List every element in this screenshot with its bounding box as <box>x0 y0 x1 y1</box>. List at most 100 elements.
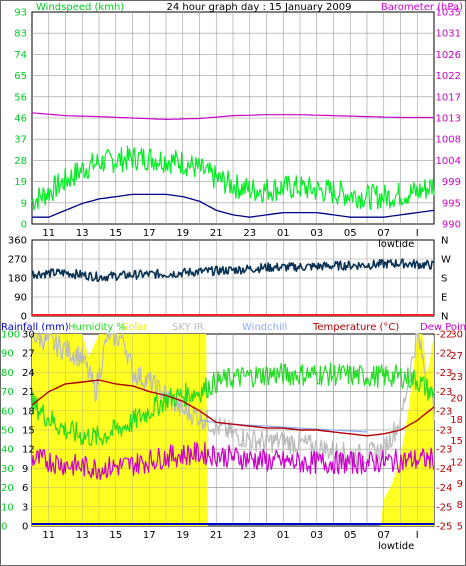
x-tick-label: 17 <box>143 228 156 239</box>
y-tick-label: 93 <box>14 8 27 19</box>
y-tick-label: 1022 <box>436 71 461 82</box>
x-tick-label: 19 <box>176 530 189 541</box>
header-center-title: 24 hour graph day : 15 January 2009 <box>167 2 352 13</box>
y-tick-label: -23 <box>436 406 452 417</box>
y-tick-label: 999 <box>442 177 461 188</box>
y-tick-label: 30 <box>450 330 463 341</box>
y-tick-label: 360 <box>8 236 27 247</box>
panel-2-left-axis: 360 270 180 90 0 <box>8 236 27 323</box>
y-tick-label: 56 <box>14 92 27 103</box>
legend-rainfall: Rainfall (mm) <box>1 322 69 333</box>
y-tick-label: 83 <box>14 29 27 40</box>
y-tick-label: -23 <box>436 426 452 437</box>
x-tick-label: 15 <box>109 530 122 541</box>
y-tick-label: 6 <box>22 483 28 494</box>
panel-3-legend: Rainfall (mm) Humidity % Solar SKY IR Wi… <box>1 322 466 333</box>
legend-dew-point: Dew Point <box>420 322 466 333</box>
y-tick-label: -25 <box>436 502 452 513</box>
legend-sky-ir: SKY IR <box>172 322 204 333</box>
y-tick-label: 995 <box>442 198 461 209</box>
x-tick-label: 21 <box>210 228 223 239</box>
y-tick-label: 21 <box>22 387 35 398</box>
series-wind-gust <box>31 145 435 211</box>
legend-solar: Solar <box>122 322 148 333</box>
y-tick-label: 10 <box>1 502 14 513</box>
x-tick-label: 07 <box>377 228 390 239</box>
y-tick-label: 1035 <box>436 8 461 19</box>
y-tick-label: W <box>441 255 451 266</box>
y-tick-label: 60 <box>1 406 14 417</box>
y-tick-label: 65 <box>14 71 27 82</box>
y-tick-label: 15 <box>22 426 35 437</box>
header: Windspeed (kmh) 24 hour graph day : 15 J… <box>36 2 463 13</box>
y-tick-label: 37 <box>14 135 27 146</box>
x-tick-label: 15 <box>109 228 122 239</box>
x-tick-label: 03 <box>310 530 323 541</box>
y-tick-label: -22 <box>436 330 452 341</box>
x-tick-label: 03 <box>310 228 323 239</box>
y-tick-label: N <box>441 312 448 323</box>
panel-3-grid-over <box>32 334 434 526</box>
x-tick-label: 13 <box>76 228 89 239</box>
y-tick-label: -23 <box>436 368 452 379</box>
x-tick-label: 23 <box>243 228 256 239</box>
x-tick-label: 05 <box>344 228 357 239</box>
x-tick-label: 13 <box>76 530 89 541</box>
series-wind-direction <box>31 258 435 282</box>
y-tick-label: N <box>441 236 448 247</box>
panel-1-hgrid <box>32 32 434 204</box>
y-tick-label: 0 <box>21 312 27 323</box>
series-wind-avg <box>32 193 435 218</box>
header-left-title: Windspeed (kmh) <box>36 2 124 13</box>
y-tick-label: -23 <box>436 445 452 456</box>
legend-windchill: Windchill <box>242 322 287 333</box>
panel-1-right-axis: 1035 1031 1026 1022 1017 1013 1008 1004 999 995 99… <box>436 8 461 231</box>
y-tick-label: 9 <box>457 479 463 490</box>
y-tick-label: 19 <box>14 177 27 188</box>
y-tick-label: 1008 <box>436 135 461 146</box>
y-tick-label: 8 <box>457 500 463 511</box>
y-tick-label: 20 <box>450 394 463 405</box>
series-barometer <box>31 112 434 120</box>
legend-humidity: Humidity % <box>68 322 126 333</box>
y-tick-label: -25 <box>436 522 452 533</box>
y-tick-label: 28 <box>14 156 27 167</box>
y-tick-label: 1026 <box>436 50 461 61</box>
x-tick-label: 01 <box>277 530 290 541</box>
y-tick-label: 40 <box>1 445 14 456</box>
series-humidity <box>31 362 435 447</box>
y-tick-label: 990 <box>442 220 461 231</box>
y-tick-label: 23 <box>450 372 463 383</box>
y-tick-label: 80 <box>1 368 14 379</box>
y-tick-label: 30 <box>22 330 35 341</box>
y-tick-label: 20 <box>1 483 14 494</box>
y-tick-label: 1031 <box>436 29 461 40</box>
y-tick-label: 90 <box>14 293 27 304</box>
y-tick-label: 30 <box>1 464 14 475</box>
y-tick-label: -22 <box>436 349 452 360</box>
y-tick-label: 18 <box>450 415 463 426</box>
y-tick-label: 70 <box>1 387 14 398</box>
y-tick-label: 90 <box>1 349 14 360</box>
y-tick-label: -24 <box>436 464 452 475</box>
y-tick-label: 18 <box>22 406 35 417</box>
y-tick-label: 180 <box>8 274 27 285</box>
x-tick-label: 05 <box>344 530 357 541</box>
y-tick-label: 100 <box>1 330 20 341</box>
y-tick-label: 9 <box>21 198 27 209</box>
y-tick-label: 27 <box>450 351 463 362</box>
y-tick-label: E <box>441 293 447 304</box>
series-dew-point <box>31 441 435 480</box>
y-tick-label: 0 <box>21 220 27 231</box>
y-tick-label: S <box>441 274 447 285</box>
panel-3-temp-right-axis: 30 27 23 20 18 15 12 9 8 5 <box>450 330 463 533</box>
y-tick-label: 1017 <box>436 92 461 103</box>
x-tick-label: 11 <box>42 228 55 239</box>
y-tick-label: 24 <box>22 368 35 379</box>
y-tick-label: 0 <box>1 522 7 533</box>
x-tick-label: 23 <box>243 530 256 541</box>
